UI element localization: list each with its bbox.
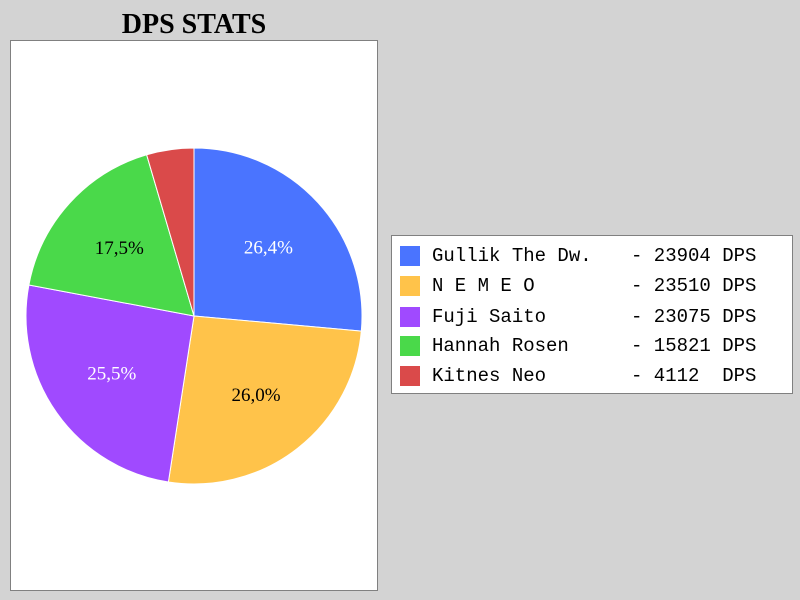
slice-percent-label: 26,4% (244, 238, 293, 259)
legend-value: - 4112 DPS (631, 365, 757, 387)
legend-name: Fuji Saito (432, 306, 547, 328)
slice-percent-label: 26,0% (232, 385, 281, 406)
pie-chart: 26,4% 26,0% 25,5% 17,5% (25, 147, 363, 485)
pie-slice (193, 147, 363, 332)
legend: Gullik The Dw. - 23904 DPS N E M E O - 2… (391, 235, 793, 394)
pie-slice (167, 315, 362, 485)
pie-slice (28, 154, 195, 317)
legend-item: Fuji Saito - 23075 DPS (400, 306, 790, 328)
pie-slice (25, 284, 195, 483)
legend-item: N E M E O - 23510 DPS (400, 275, 790, 297)
legend-swatch (400, 276, 420, 296)
legend-item: Kitnes Neo - 4112 DPS (400, 365, 790, 387)
legend-value: - 23510 DPS (631, 275, 757, 297)
legend-name: N E M E O (432, 275, 535, 297)
legend-item: Gullik The Dw. - 23904 DPS (400, 245, 790, 267)
legend-value: - 15821 DPS (631, 335, 757, 357)
legend-name: Gullik The Dw. (432, 245, 592, 267)
plot-panel: 26,4% 26,0% 25,5% 17,5% (10, 40, 378, 591)
legend-swatch (400, 307, 420, 327)
chart-title: DPS STATS (121, 9, 267, 40)
legend-item: Hannah Rosen - 15821 DPS (400, 335, 790, 357)
legend-swatch (400, 336, 420, 356)
legend-name: Kitnes Neo (432, 365, 547, 387)
slice-percent-label: 25,5% (87, 364, 136, 385)
legend-name: Hannah Rosen (432, 335, 569, 357)
legend-value: - 23075 DPS (631, 306, 757, 328)
legend-swatch (400, 366, 420, 386)
legend-value: - 23904 DPS (631, 245, 757, 267)
slice-percent-label: 17,5% (95, 238, 144, 259)
legend-swatch (400, 246, 420, 266)
pie-slice (146, 147, 195, 317)
